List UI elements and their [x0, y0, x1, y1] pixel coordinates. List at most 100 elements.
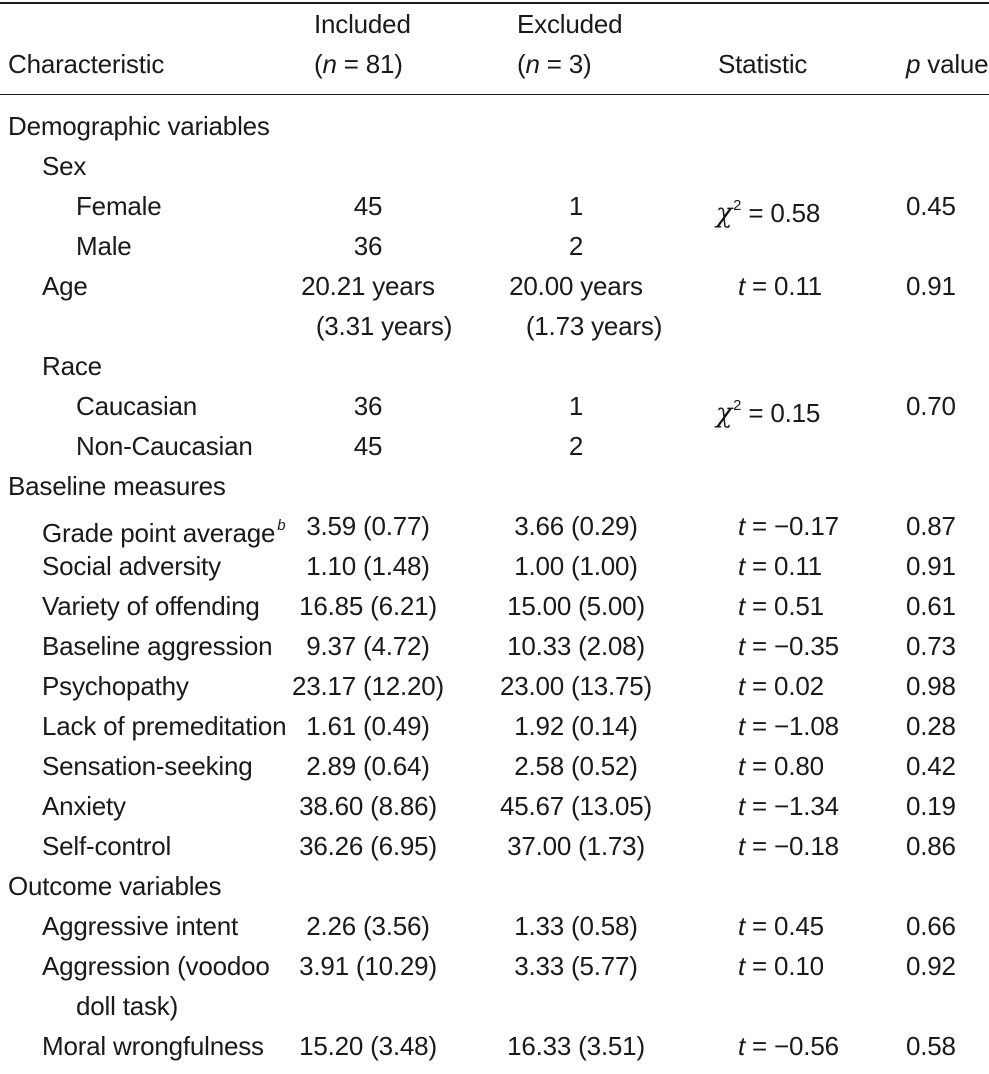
table-row: Anxiety 38.60 (8.86) 45.67 (13.05) t = −…: [0, 786, 989, 826]
section-row-outcome: Outcome variables: [0, 866, 989, 906]
table-header: Characteristic Included (n = 81) Exclude…: [0, 0, 989, 94]
section-label: Outcome variables: [8, 871, 222, 901]
row-label: Male: [76, 231, 132, 261]
statistic-value: t = −0.18: [738, 826, 928, 866]
p-value: 0.19: [906, 791, 956, 821]
included-value: 45: [353, 191, 383, 221]
included-value: 2.89 (0.64): [306, 751, 430, 781]
table-row: Grade point average b 3.59 (0.77) 3.66 (0…: [0, 506, 989, 548]
p-value: 0.98: [906, 671, 956, 701]
p-value: 0.91: [906, 551, 956, 581]
row-label: Psychopathy: [42, 671, 189, 701]
excluded-value: 1.00 (1.00): [514, 551, 638, 581]
header-excluded-n: (n = 3): [517, 44, 592, 84]
t-symbol: t: [738, 951, 746, 981]
statistic-value: t = 0.10: [738, 946, 928, 986]
t-symbol: t: [738, 831, 746, 861]
statistic-value: t = 0.45: [738, 906, 928, 946]
statistic-value: t = 0.80: [738, 746, 928, 786]
row-label: Female: [76, 191, 162, 221]
header-characteristic: Characteristic: [8, 49, 165, 79]
statistic-number: = 0.45: [745, 911, 824, 941]
excluded-value: 2: [568, 231, 584, 261]
excluded-value: 3.66 (0.29): [514, 511, 638, 541]
included-value: 3.59 (0.77): [306, 511, 430, 541]
section-row-demographic: Demographic variables: [0, 106, 989, 146]
p-value: 0.86: [906, 831, 956, 861]
excluded-value: 2.58 (0.52): [514, 751, 638, 781]
chi-symbol: χ: [716, 198, 733, 229]
table-row: Variety of offending 16.85 (6.21) 15.00 …: [0, 586, 989, 626]
included-value: 38.60 (8.86): [299, 791, 437, 821]
table-row: Aggression (voodoo doll task) 3.91 (10.2…: [0, 946, 989, 1026]
statistic-number: = 0.11: [745, 551, 822, 581]
table-row: Female 45 1 χ2 = 0.58 0.45: [0, 186, 989, 229]
table-row: Lack of premeditation 1.61 (0.49) 1.92 (…: [0, 706, 989, 746]
included-value: 20.21 years: [301, 271, 435, 301]
p-value: 0.66: [906, 911, 956, 941]
included-value: 36.26 (6.95): [299, 831, 437, 861]
footnote-marker: b: [277, 517, 286, 534]
included-value: 9.37 (4.72): [306, 631, 430, 661]
p-value: 0.28: [906, 711, 956, 741]
excluded-value: 10.33 (2.08): [507, 631, 645, 661]
t-symbol: t: [738, 551, 746, 581]
excluded-value: 1.92 (0.14): [514, 711, 638, 741]
p-value: 0.42: [906, 751, 956, 781]
statistic-value: t = 0.11: [738, 546, 928, 586]
header-excluded-paren: (: [517, 49, 526, 79]
excluded-value: 1: [568, 191, 584, 221]
table-row: Social adversity 1.10 (1.48) 1.00 (1.00)…: [0, 546, 989, 586]
header-excluded-n-value: = 3): [539, 49, 592, 79]
chi-symbol: χ: [716, 398, 733, 429]
table-row: Age 20.21 years (3.31 years) 20.00 years…: [0, 266, 989, 346]
excluded-value: 20.00 years: [509, 271, 643, 301]
statistic-number: = 0.11: [745, 271, 822, 301]
included-value-sd: (3.31 years): [315, 311, 453, 341]
table-body: Demographic variables Sex Female 45 1 χ2…: [0, 106, 989, 1066]
p-value: 0.70: [906, 391, 956, 421]
row-label: Grade point average b: [42, 506, 286, 553]
row-label: Lack of premeditation: [42, 711, 287, 741]
row-label-continued: doll task): [76, 991, 179, 1021]
statistic-number: = −0.18: [745, 831, 839, 861]
row-label: Self-control: [42, 831, 172, 861]
table-row: Aggressive intent 2.26 (3.56) 1.33 (0.58…: [0, 906, 989, 946]
row-label: Baseline aggression: [42, 631, 273, 661]
statistic-value: t = 0.02: [738, 666, 928, 706]
statistic-value: t = −0.35: [738, 626, 928, 666]
header-p-symbol: p: [906, 49, 921, 79]
p-value: 0.73: [906, 631, 956, 661]
statistic-number: = 0.51: [745, 591, 824, 621]
statistic-number: = −0.35: [745, 631, 839, 661]
section-row-baseline: Baseline measures: [0, 466, 989, 506]
row-label: Non-Caucasian: [76, 431, 253, 461]
t-symbol: t: [738, 511, 746, 541]
table-row: Moral wrongfulness 15.20 (3.48) 16.33 (3…: [0, 1026, 989, 1066]
t-symbol: t: [738, 791, 746, 821]
t-symbol: t: [738, 591, 746, 621]
statistic-number: = 0.02: [745, 671, 824, 701]
table-row: Male 36 2: [0, 226, 989, 266]
t-symbol: t: [738, 911, 746, 941]
top-rule: [0, 2, 989, 4]
header-statistic: Statistic: [718, 49, 808, 79]
statistic-number: = 0.10: [745, 951, 824, 981]
statistic-number: = −1.34: [745, 791, 839, 821]
excluded-value: 16.33 (3.51): [507, 1031, 645, 1061]
excluded-value: 45.67 (13.05): [499, 791, 653, 821]
table-row: Baseline aggression 9.37 (4.72) 10.33 (2…: [0, 626, 989, 666]
header-included-paren: (: [314, 49, 323, 79]
row-label: Race: [42, 351, 102, 381]
table-row: Caucasian 36 1 χ2 = 0.15 0.70: [0, 386, 989, 429]
header-included-n-symbol: n: [322, 49, 337, 79]
included-value: 36: [353, 231, 383, 261]
row-label: Sex: [42, 151, 87, 181]
excluded-value-sd: (1.73 years): [525, 311, 663, 341]
statistic-value: t = 0.11: [738, 266, 928, 306]
excluded-value: 23.00 (13.75): [499, 671, 653, 701]
row-label: Sensation-seeking: [42, 751, 253, 781]
header-p-value: p value: [906, 44, 989, 84]
header-excluded: Excluded: [517, 9, 623, 39]
